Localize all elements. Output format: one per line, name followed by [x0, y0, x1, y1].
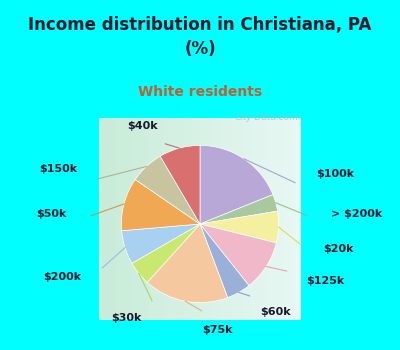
Wedge shape — [122, 224, 200, 263]
Wedge shape — [200, 224, 249, 298]
Text: $20k: $20k — [323, 244, 354, 254]
Text: $50k: $50k — [36, 209, 67, 219]
Text: $100k: $100k — [316, 169, 354, 178]
Text: $150k: $150k — [39, 163, 77, 174]
Wedge shape — [200, 145, 273, 224]
Wedge shape — [200, 224, 276, 286]
Text: $125k: $125k — [306, 276, 344, 286]
Text: Income distribution in Christiana, PA
(%): Income distribution in Christiana, PA (%… — [28, 16, 372, 58]
Text: $200k: $200k — [43, 272, 81, 282]
Wedge shape — [147, 224, 228, 303]
Wedge shape — [132, 224, 200, 282]
Text: $30k: $30k — [111, 313, 142, 323]
Wedge shape — [135, 156, 200, 224]
Text: $60k: $60k — [260, 307, 291, 317]
Text: $40k: $40k — [127, 121, 158, 131]
Wedge shape — [121, 180, 200, 231]
Wedge shape — [160, 145, 200, 224]
Wedge shape — [200, 211, 279, 243]
Text: > $200k: > $200k — [331, 209, 382, 219]
Text: City-Data.com: City-Data.com — [235, 113, 299, 122]
Text: White residents: White residents — [138, 85, 262, 99]
Wedge shape — [200, 195, 278, 224]
Text: $75k: $75k — [202, 325, 232, 335]
